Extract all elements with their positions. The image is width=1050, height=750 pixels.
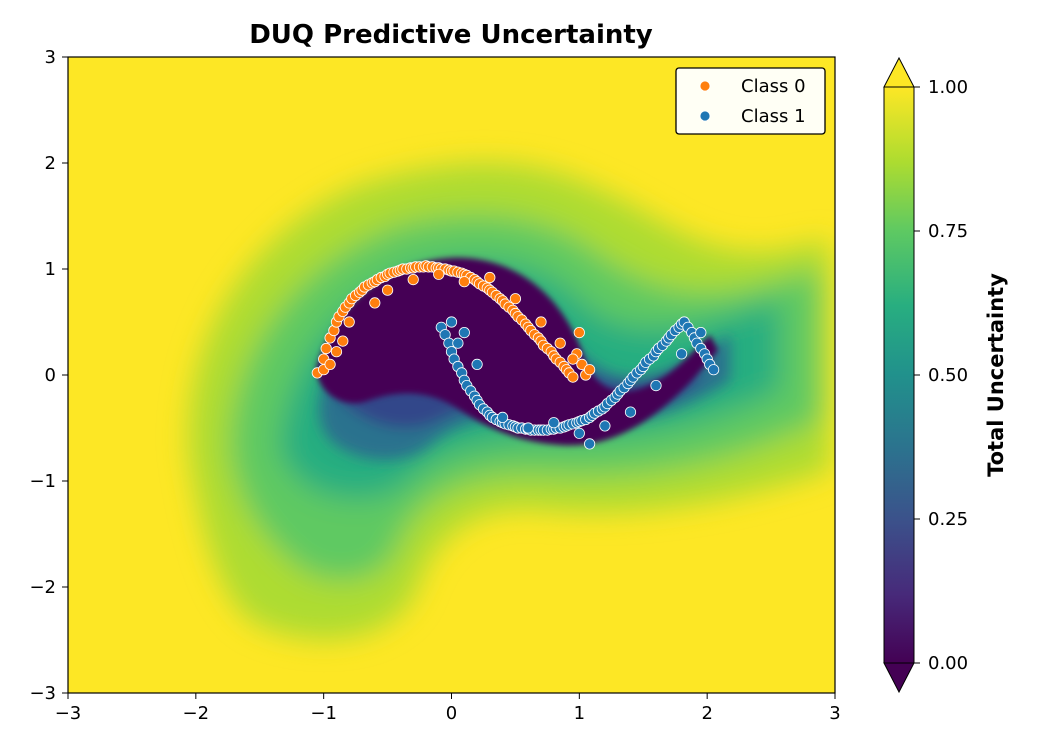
point-class-1	[458, 326, 470, 339]
point-class-1	[599, 420, 611, 432]
point-class-1	[583, 438, 596, 450]
y-tick-label: 0	[45, 365, 56, 386]
point-class-0	[484, 271, 496, 284]
colorbar-tick-label: 1.00	[928, 77, 968, 98]
y-axis: −3 −2 −1 0 1 2 3	[29, 47, 68, 704]
x-tick-label: 3	[829, 703, 840, 724]
y-tick-label: 1	[45, 259, 56, 280]
x-tick-label: 2	[701, 703, 712, 724]
legend-box	[675, 67, 826, 135]
legend-marker-class-0	[699, 80, 711, 92]
point-class-0	[324, 358, 336, 370]
point-class-1	[452, 337, 464, 349]
x-tick-label: 1	[574, 703, 585, 724]
chart-title: DUQ Predictive Uncertainty	[249, 20, 653, 50]
y-tick-label: 3	[45, 47, 56, 68]
point-class-0	[583, 364, 596, 376]
point-class-1	[707, 364, 720, 376]
point-class-0	[567, 371, 579, 383]
point-class-0	[320, 342, 332, 355]
point-class-1	[522, 422, 534, 434]
point-class-0	[573, 326, 585, 339]
y-tick-label: −2	[29, 577, 56, 598]
colorbar-tick-label: 0.25	[928, 509, 968, 530]
point-class-1	[675, 348, 688, 360]
legend-marker-class-1	[699, 110, 711, 122]
point-class-0	[407, 273, 419, 286]
x-tick-label: −2	[183, 703, 210, 724]
y-tick-label: 2	[45, 153, 56, 174]
colorbar-body	[883, 86, 915, 664]
point-class-1	[496, 411, 509, 423]
point-class-0	[535, 316, 547, 328]
point-class-0	[433, 268, 445, 280]
point-class-0	[369, 297, 381, 309]
point-class-1	[548, 417, 560, 429]
point-class-0	[576, 358, 588, 370]
x-tick-label: −1	[310, 703, 337, 724]
scatter-points	[311, 260, 720, 450]
point-class-1	[650, 379, 662, 392]
point-class-0	[343, 316, 355, 328]
x-axis: −3 −2 −1 0 1 2 3	[55, 693, 841, 724]
point-class-1	[445, 316, 458, 328]
legend[interactable]: Class 0 Class 1	[675, 67, 826, 135]
point-class-1	[695, 326, 707, 339]
point-class-0	[381, 284, 394, 296]
y-tick-label: −3	[29, 683, 56, 704]
legend-label-class-1: Class 1	[741, 106, 806, 127]
point-class-0	[509, 293, 522, 305]
uncertainty-surface	[68, 57, 835, 693]
point-class-1	[624, 406, 637, 418]
colorbar: 0.00 0.25 0.50 0.75 1.00 Total Uncertainty	[883, 56, 1008, 694]
point-class-0	[567, 353, 579, 365]
point-class-0	[554, 337, 566, 349]
point-class-1	[573, 427, 585, 439]
x-tick-label: 0	[446, 703, 457, 724]
colorbar-label: Total Uncertainty	[984, 273, 1008, 477]
point-class-0	[330, 346, 343, 358]
colorbar-tick-label: 0.50	[928, 365, 968, 386]
y-tick-label: −1	[29, 471, 56, 492]
colorbar-extend-top	[883, 56, 915, 88]
point-class-1	[471, 358, 483, 370]
point-class-0	[337, 335, 349, 347]
colorbar-tick-label: 0.00	[928, 653, 968, 674]
colorbar-tick-label: 0.75	[928, 221, 968, 242]
colorbar-extend-bottom	[883, 662, 915, 694]
x-tick-label: −3	[55, 703, 82, 724]
point-class-0	[458, 276, 470, 288]
legend-label-class-0: Class 0	[741, 76, 806, 97]
colorbar-ticks: 0.00 0.25 0.50 0.75 1.00	[914, 77, 968, 674]
